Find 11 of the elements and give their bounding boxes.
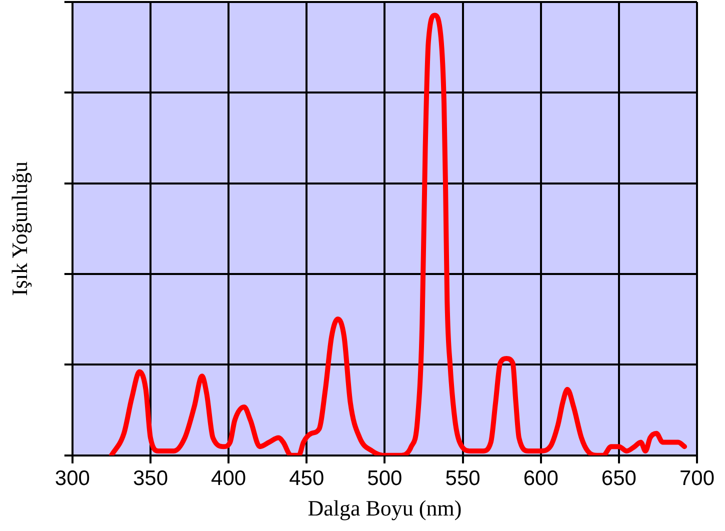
x-tick-label: 400 — [211, 466, 246, 490]
x-tick-label: 550 — [445, 466, 480, 490]
x-tick-label: 600 — [523, 466, 558, 490]
x-tick-label: 500 — [367, 466, 402, 490]
x-tick-label: 450 — [289, 466, 324, 490]
y-axis-title: Işık Yoğunluğu — [6, 161, 32, 296]
x-tick-label: 350 — [132, 466, 168, 490]
x-tick-label: 300 — [54, 466, 90, 490]
x-tick-label: 700 — [679, 466, 715, 490]
x-axis-title: Dalga Boyu (nm) — [308, 496, 462, 521]
x-tick-label: 650 — [601, 466, 636, 490]
